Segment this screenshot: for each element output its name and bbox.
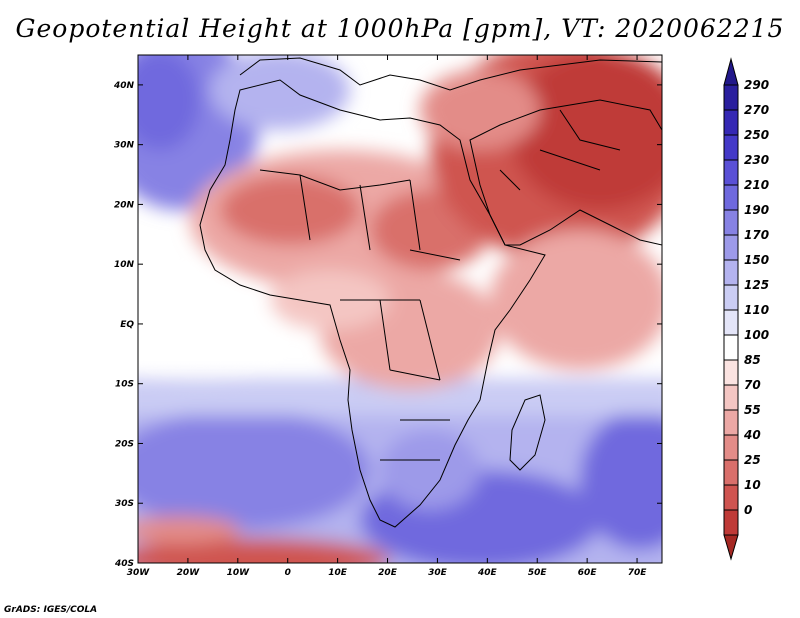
field-southern-low-edge (138, 516, 240, 544)
lon-tick-label: 60E (578, 568, 598, 578)
colorbar-label: 270 (744, 103, 769, 117)
colorbar-label: 85 (744, 353, 761, 367)
lat-tick-label: 10S (115, 380, 134, 390)
lat-tick-label: 20S (115, 439, 134, 449)
colorbar-swatch (723, 334, 739, 361)
field-west-sahara-core (220, 175, 360, 245)
arabia-coastline (469, 99, 662, 246)
lat-tick-label: 30N (114, 141, 135, 151)
lon-tick-label: 20W (177, 568, 201, 578)
grads-credit: GrADS: IGES/COLA (4, 605, 98, 615)
colorbar-swatch (723, 259, 739, 286)
field-south-transition (138, 385, 662, 415)
field-southern-low (138, 538, 390, 563)
lon-tick-label: 50E (528, 568, 548, 578)
colorbar-label: 10 (744, 478, 761, 492)
colorbar-label: 290 (744, 78, 769, 92)
lon-tick-label: 0 (285, 568, 291, 578)
colorbar-swatch (723, 459, 739, 486)
colorbar-label: 150 (744, 253, 769, 267)
colorbar-label: 125 (744, 278, 769, 292)
lat-tick-label: 40S (114, 559, 134, 569)
field-azores-core (138, 55, 200, 150)
colorbar-label: 100 (744, 328, 769, 342)
colorbar-swatch (723, 434, 739, 461)
africa-coastline (199, 79, 546, 528)
lat-tick-label: 40N (113, 81, 135, 91)
colorbar-swatch (723, 359, 739, 386)
field-equatorial-atlantic (138, 280, 270, 380)
colorbar-swatch (723, 509, 739, 536)
colorbar-swatch (723, 484, 739, 511)
colorbar-swatch (723, 309, 739, 336)
lon-tick-label: 30E (428, 568, 448, 578)
colorbar-swatch (723, 234, 739, 261)
colorbar-swatch (723, 84, 739, 111)
lon-tick-label: 30W (127, 568, 151, 578)
lon-tick-label: 70E (628, 568, 648, 578)
colorbar-label: 190 (744, 203, 769, 217)
field-southern-africa-high (380, 430, 480, 510)
colorbar-swatch (723, 134, 739, 161)
europe-coastline (239, 57, 662, 91)
field-iberia-ridge (210, 55, 350, 130)
map-title: Geopotential Height at 1000hPa [gpm], VT… (15, 14, 785, 43)
colorbar-bottom-triangle (723, 534, 739, 561)
colorbar-label: 55 (744, 403, 761, 417)
coastlines (199, 57, 662, 528)
colorbar-swatch (723, 284, 739, 311)
field-arabia-core (510, 55, 662, 210)
field-gulf-guinea (270, 270, 390, 330)
colorbar-top-triangle (723, 57, 739, 86)
lat-tick-label: EQ (120, 320, 134, 330)
lat-tick-label: 20N (114, 200, 135, 210)
colorbar-label: 0 (744, 503, 752, 517)
lon-tick-label: 20E (378, 568, 398, 578)
colorbar-label: 40 (743, 428, 761, 442)
field-south-atlantic-high (138, 410, 370, 530)
colorbar-label: 170 (744, 228, 769, 242)
colorbar-label: 70 (744, 378, 761, 392)
field-levant (420, 70, 540, 150)
lon-tick-label: 40E (477, 568, 498, 578)
plot-frame (137, 54, 663, 564)
colorbar-label: 250 (744, 128, 769, 142)
madagascar-coastline (509, 394, 546, 471)
colorbar-swatch (723, 109, 739, 136)
colorbar-label: 230 (744, 153, 769, 167)
geopotential-field (138, 55, 662, 563)
colorbar: 2902702502302101901701501251101008570554… (723, 57, 769, 561)
colorbar-swatch (723, 209, 739, 236)
lat-tick-label: 10N (114, 260, 135, 270)
colorbar-swatch (723, 184, 739, 211)
colorbar-swatch (723, 384, 739, 411)
colorbar-label: 25 (744, 453, 761, 467)
lon-tick-label: 10E (328, 568, 348, 578)
colorbar-label: 110 (744, 303, 769, 317)
colorbar-label: 210 (744, 178, 769, 192)
lon-tick-label: 10W (227, 568, 251, 578)
colorbar-swatch (723, 159, 739, 186)
field-indian-ocean-west (490, 230, 662, 370)
field-east-indian-high (580, 410, 662, 550)
lat-tick-label: 30S (115, 499, 134, 509)
colorbar-swatch (723, 409, 739, 436)
country-borders (259, 109, 621, 461)
